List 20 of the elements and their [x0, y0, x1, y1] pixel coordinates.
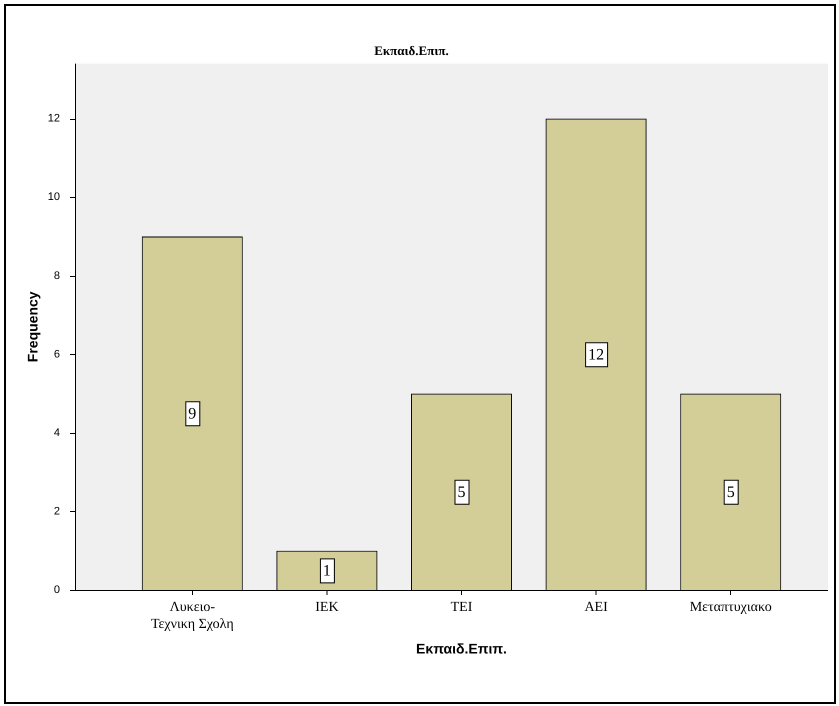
data-label: 9 — [188, 405, 196, 422]
y-axis-title: Frequency — [24, 291, 40, 362]
y-tick-label: 0 — [54, 584, 60, 596]
y-tick-label: 12 — [48, 112, 60, 125]
y-tick-label: 10 — [48, 191, 60, 204]
data-label: 5 — [726, 484, 735, 501]
y-tick-label: 6 — [54, 348, 60, 360]
x-tick-label: ΙΕΚ — [315, 600, 339, 616]
y-tick-label: 4 — [54, 426, 60, 439]
data-label: 12 — [588, 346, 604, 364]
data-label: 5 — [458, 484, 466, 501]
x-tick-label: ΑΕΙ — [584, 600, 608, 616]
x-tick-label: ΤΕΙ — [450, 600, 473, 616]
x-axis-title: Εκπαιδ.Επιπ. — [416, 640, 507, 656]
data-label: 1 — [322, 562, 331, 580]
y-tick-label: 8 — [54, 270, 60, 282]
y-tick-label: 2 — [54, 505, 60, 518]
chart-title: Εκπαιδ.Επιπ. — [374, 43, 449, 58]
x-tick-label: Μεταπτυχιακο — [690, 600, 772, 616]
x-tick-label: Λυκειο-Τεχνικη Σχολη — [150, 600, 234, 632]
